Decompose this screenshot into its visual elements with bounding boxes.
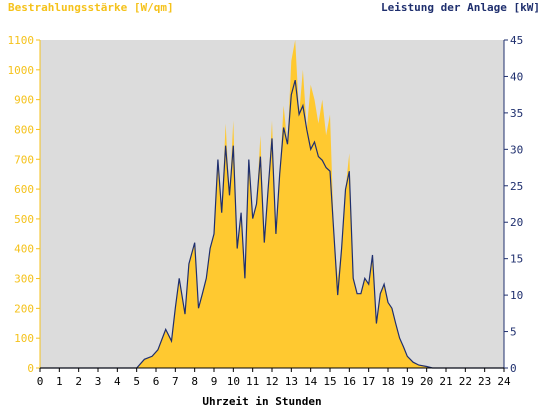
right-tick-label: 5 (510, 326, 517, 339)
irradiance-area (40, 40, 504, 368)
left-tick-label: 200 (14, 302, 34, 315)
right-tick-label: 20 (510, 216, 523, 229)
power-line (40, 79, 504, 369)
left-tick-label: 1000 (8, 64, 35, 77)
right-tick-label: 25 (510, 180, 523, 193)
right-axis-title: Leistung der Anlage [kW] (381, 1, 540, 14)
x-tick-label: 20 (420, 375, 433, 388)
right-tick-label: 30 (510, 143, 523, 156)
x-tick-label: 9 (211, 375, 218, 388)
x-tick-label: 19 (401, 375, 414, 388)
left-tick-label: 300 (14, 273, 34, 286)
x-tick-label: 3 (95, 375, 102, 388)
x-tick-label: 2 (75, 375, 82, 388)
x-tick-label: 0 (37, 375, 44, 388)
x-tick-label: 13 (285, 375, 298, 388)
left-tick-label: 1100 (8, 34, 35, 47)
left-axis-title: Bestrahlungsstärke [W/qm] (8, 1, 174, 14)
right-tick-label: 0 (510, 362, 517, 375)
x-tick-label: 22 (459, 375, 472, 388)
x-tick-label: 1 (56, 375, 63, 388)
right-tick-label: 10 (510, 289, 523, 302)
left-tick-label: 500 (14, 213, 34, 226)
left-tick-label: 800 (14, 123, 34, 136)
left-tick-label: 900 (14, 94, 34, 107)
left-tick-label: 100 (14, 332, 34, 345)
right-tick-label: 40 (510, 70, 523, 83)
power-series (40, 79, 504, 369)
x-tick-label: 8 (191, 375, 198, 388)
x-tick-label: 4 (114, 375, 121, 388)
x-tick-label: 23 (478, 375, 491, 388)
left-tick-label: 0 (27, 362, 34, 375)
irradiance-series (40, 40, 504, 368)
x-tick-label: 14 (304, 375, 318, 388)
x-tick-label: 10 (227, 375, 240, 388)
right-tick-label: 15 (510, 253, 523, 266)
left-tick-label: 700 (14, 153, 34, 166)
x-tick-label: 15 (323, 375, 336, 388)
x-tick-label: 18 (381, 375, 394, 388)
x-axis-title: Uhrzeit in Stunden (202, 395, 321, 408)
x-tick-label: 17 (362, 375, 375, 388)
right-tick-label: 45 (510, 34, 523, 47)
x-tick-label: 6 (153, 375, 160, 388)
left-tick-label: 400 (14, 243, 34, 256)
x-tick-label: 5 (133, 375, 140, 388)
left-tick-label: 600 (14, 183, 34, 196)
right-tick-label: 35 (510, 107, 523, 120)
x-tick-label: 12 (265, 375, 278, 388)
x-tick-label: 11 (246, 375, 259, 388)
x-tick-label: 16 (343, 375, 356, 388)
x-tick-label: 24 (497, 375, 511, 388)
x-tick-label: 21 (439, 375, 452, 388)
tick-labels: 0100200300400500600700800900100011000510… (8, 34, 524, 388)
x-tick-label: 7 (172, 375, 179, 388)
